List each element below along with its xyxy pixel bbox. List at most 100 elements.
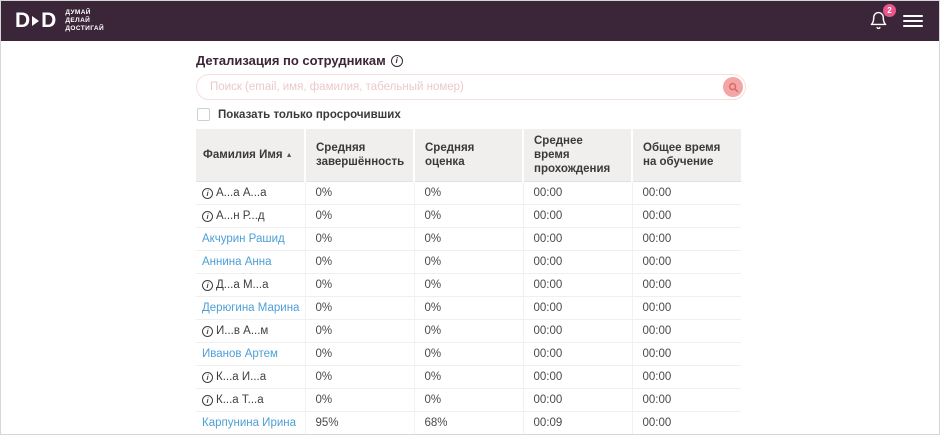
cell-completion: 0%	[304, 227, 414, 251]
employee-name[interactable]: Иванов Артем	[202, 348, 278, 360]
notification-badge: 2	[883, 4, 896, 17]
cell-score: 0%	[413, 181, 523, 205]
column-header-total-time[interactable]: Общее время на обучение	[631, 129, 741, 182]
column-header-name[interactable]: Фамилия Имя ▲	[196, 129, 305, 182]
cell-score: 0%	[413, 342, 523, 366]
cell-score: 0%	[413, 204, 523, 228]
cell-score: 0%	[413, 365, 523, 389]
employee-name: А...а А...а	[216, 187, 267, 199]
tagline-line-3: Достигай	[65, 25, 105, 32]
table-row: i К...а Т...а 0% 0% 00:00 00:00	[196, 388, 741, 412]
table-row: i А...а А...а 0% 0% 00:00 00:00	[196, 181, 741, 205]
employee-name[interactable]: Акчурин Рашид	[202, 233, 285, 245]
cell-avg-time: 00:00	[522, 181, 632, 205]
menu-button[interactable]	[903, 10, 923, 32]
table-row: Иванов Артем 0% 0% 00:00 00:00	[196, 342, 741, 366]
cell-avg-time: 00:00	[522, 388, 632, 412]
cell-total-time: 00:00	[631, 273, 741, 297]
search-bar	[196, 74, 746, 100]
table-row: Дерюгина Марина 0% 0% 00:00 00:00	[196, 296, 741, 320]
employee-name: Д...а М...а	[216, 279, 269, 291]
column-header-completion[interactable]: Средняя завершённость	[304, 129, 414, 182]
sort-asc-icon: ▲	[285, 151, 293, 159]
cell-avg-time: 00:00	[522, 319, 632, 343]
overdue-filter: Показать только просрочивших	[197, 108, 939, 121]
menu-icon	[903, 15, 923, 17]
cell-score: 0%	[413, 273, 523, 297]
page-title-row: Детализация по сотрудникам i	[196, 53, 939, 68]
column-header-avg-time[interactable]: Среднее время прохождения	[522, 129, 632, 182]
table-row: Аннина Анна 0% 0% 00:00 00:00	[196, 250, 741, 274]
top-navbar: D D Думай Делай Достигай 2	[1, 1, 939, 41]
cell-total-time: 00:00	[631, 250, 741, 274]
row-info-icon[interactable]: i	[202, 325, 213, 337]
row-info-icon[interactable]: i	[202, 279, 213, 291]
cell-completion: 0%	[304, 204, 414, 228]
employees-table: Фамилия Имя ▲ Средняя завершённость Средн…	[196, 129, 741, 434]
cell-score: 68%	[413, 411, 523, 434]
bell-icon	[870, 11, 887, 30]
cell-avg-time: 00:00	[522, 365, 632, 389]
page-title: Детализация по сотрудникам	[196, 53, 386, 68]
logo-letter-left: D	[15, 9, 31, 32]
overdue-checkbox[interactable]	[197, 108, 210, 121]
table-body: i А...а А...а 0% 0% 00:00 00:00 i А...н …	[196, 181, 741, 434]
cell-avg-time: 00:00	[522, 204, 632, 228]
table-row: i Д...а М...а 0% 0% 00:00 00:00	[196, 273, 741, 297]
employee-name[interactable]: Карпунина Ирина	[202, 417, 297, 429]
cell-total-time: 00:00	[631, 365, 741, 389]
cell-completion: 0%	[304, 365, 414, 389]
cell-avg-time: 00:09	[522, 411, 632, 434]
tagline-line-1: Думай	[65, 9, 91, 16]
row-info-icon[interactable]: i	[202, 187, 213, 199]
table-header: Фамилия Имя ▲ Средняя завершённость Средн…	[196, 129, 741, 182]
cell-total-time: 00:00	[631, 319, 741, 343]
employee-name: К...а И...а	[216, 371, 267, 383]
tagline-line-2: Делай	[65, 17, 91, 24]
cell-completion: 95%	[304, 411, 414, 434]
notifications-button[interactable]: 2	[869, 4, 896, 32]
cell-avg-time: 00:00	[522, 296, 632, 320]
cell-total-time: 00:00	[631, 204, 741, 228]
row-info-icon[interactable]: i	[202, 371, 213, 383]
cell-completion: 0%	[304, 388, 414, 412]
cell-total-time: 00:00	[631, 388, 741, 412]
employee-name: И...в А...м	[216, 325, 269, 337]
row-info-icon[interactable]: i	[202, 210, 213, 222]
cell-score: 0%	[413, 388, 523, 412]
cell-total-time: 00:00	[631, 411, 741, 434]
cell-completion: 0%	[304, 181, 414, 205]
employee-name: К...а Т...а	[216, 394, 264, 406]
play-triangle-icon	[32, 16, 40, 26]
search-icon	[728, 82, 738, 92]
cell-completion: 0%	[304, 273, 414, 297]
cell-score: 0%	[413, 250, 523, 274]
cell-avg-time: 00:00	[522, 342, 632, 366]
cell-score: 0%	[413, 227, 523, 251]
cell-completion: 0%	[304, 250, 414, 274]
title-info-icon[interactable]: i	[390, 54, 403, 67]
column-header-score[interactable]: Средняя оценка	[413, 129, 523, 182]
table-row: i И...в А...м 0% 0% 00:00 00:00	[196, 319, 741, 343]
logo-tagline: Думай Делай Достигай	[65, 9, 104, 33]
topbar-actions: 2	[869, 4, 923, 32]
employee-name[interactable]: Дерюгина Марина	[202, 302, 300, 314]
cell-total-time: 00:00	[631, 227, 741, 251]
cell-total-time: 00:00	[631, 296, 741, 320]
cell-total-time: 00:00	[631, 181, 741, 205]
employee-name[interactable]: Аннина Анна	[202, 256, 272, 268]
main-content: Детализация по сотрудникам i Показать то…	[1, 41, 939, 434]
cell-score: 0%	[413, 296, 523, 320]
cell-total-time: 00:00	[631, 342, 741, 366]
row-info-icon[interactable]: i	[202, 394, 213, 406]
search-input[interactable]	[196, 74, 746, 100]
search-button[interactable]	[723, 77, 743, 97]
cell-avg-time: 00:00	[522, 227, 632, 251]
cell-avg-time: 00:00	[522, 250, 632, 274]
employee-name: А...н Р...д	[216, 210, 265, 222]
table-row: i К...а И...а 0% 0% 00:00 00:00	[196, 365, 741, 389]
logo[interactable]: D D Думай Делай Достигай	[15, 9, 104, 33]
table-row: Карпунина Ирина 95% 68% 00:09 00:00	[196, 411, 741, 434]
cell-avg-time: 00:00	[522, 273, 632, 297]
